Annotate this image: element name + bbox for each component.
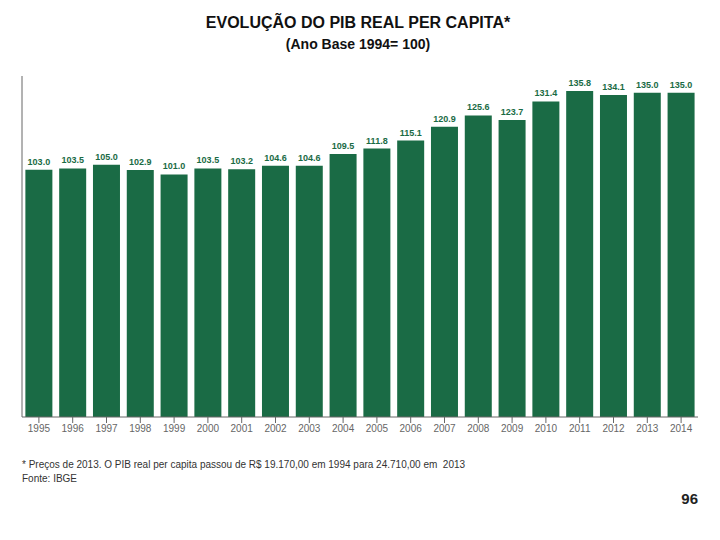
svg-text:134.1: 134.1 [602,82,625,92]
svg-text:104.6: 104.6 [298,153,321,163]
svg-text:2014: 2014 [670,423,693,434]
svg-text:1995: 1995 [28,423,51,434]
svg-text:2011: 2011 [569,423,591,434]
svg-text:125.6: 125.6 [467,102,490,112]
html-text:Fonte: IBGE: Fonte: IBGE [22,473,77,484]
svg-text:2004: 2004 [332,423,355,434]
html-text:EVOLUÇÃO DO PIB REAL PER CAPIT: EVOLUÇÃO DO PIB REAL PER CAPITA* [205,14,511,31]
svg-text:2009: 2009 [501,423,524,434]
html-text:96: 96 [681,490,698,507]
svg-text:1996: 1996 [62,423,85,434]
svg-text:105.0: 105.0 [95,152,118,162]
svg-text:2003: 2003 [298,423,321,434]
svg-text:135.8: 135.8 [568,78,591,88]
svg-text:102.9: 102.9 [129,157,152,167]
svg-text:103.5: 103.5 [197,155,220,165]
html-text:(Ano Base 1994= 100): (Ano Base 1994= 100) [285,36,431,52]
svg-text:2000: 2000 [197,423,220,434]
svg-text:109.5: 109.5 [332,141,355,151]
svg-text:120.9: 120.9 [433,114,456,124]
svg-text:111.8: 111.8 [366,136,388,146]
svg-text:103.0: 103.0 [28,157,51,167]
html-text:* Preços de 2013. O PIB real p: * Preços de 2013. O PIB real per capita … [22,459,466,470]
svg-text:2002: 2002 [264,423,287,434]
svg-text:2007: 2007 [433,423,456,434]
svg-text:115.1: 115.1 [400,128,422,138]
svg-text:2001: 2001 [231,423,254,434]
svg-text:135.0: 135.0 [636,80,659,90]
svg-text:1997: 1997 [95,423,118,434]
svg-text:103.2: 103.2 [230,156,253,166]
svg-text:2010: 2010 [535,423,558,434]
svg-text:104.6: 104.6 [264,153,287,163]
svg-text:1998: 1998 [129,423,152,434]
svg-text:2008: 2008 [467,423,490,434]
svg-text:131.4: 131.4 [535,88,558,98]
svg-text:1999: 1999 [163,423,186,434]
svg-text:2005: 2005 [366,423,389,434]
svg-text:135.0: 135.0 [670,80,693,90]
svg-text:123.7: 123.7 [501,107,524,117]
svg-text:2013: 2013 [636,423,659,434]
svg-text:103.5: 103.5 [61,155,84,165]
svg-text:2012: 2012 [602,423,625,434]
svg-text:2006: 2006 [400,423,423,434]
svg-text:101.0: 101.0 [163,161,186,171]
